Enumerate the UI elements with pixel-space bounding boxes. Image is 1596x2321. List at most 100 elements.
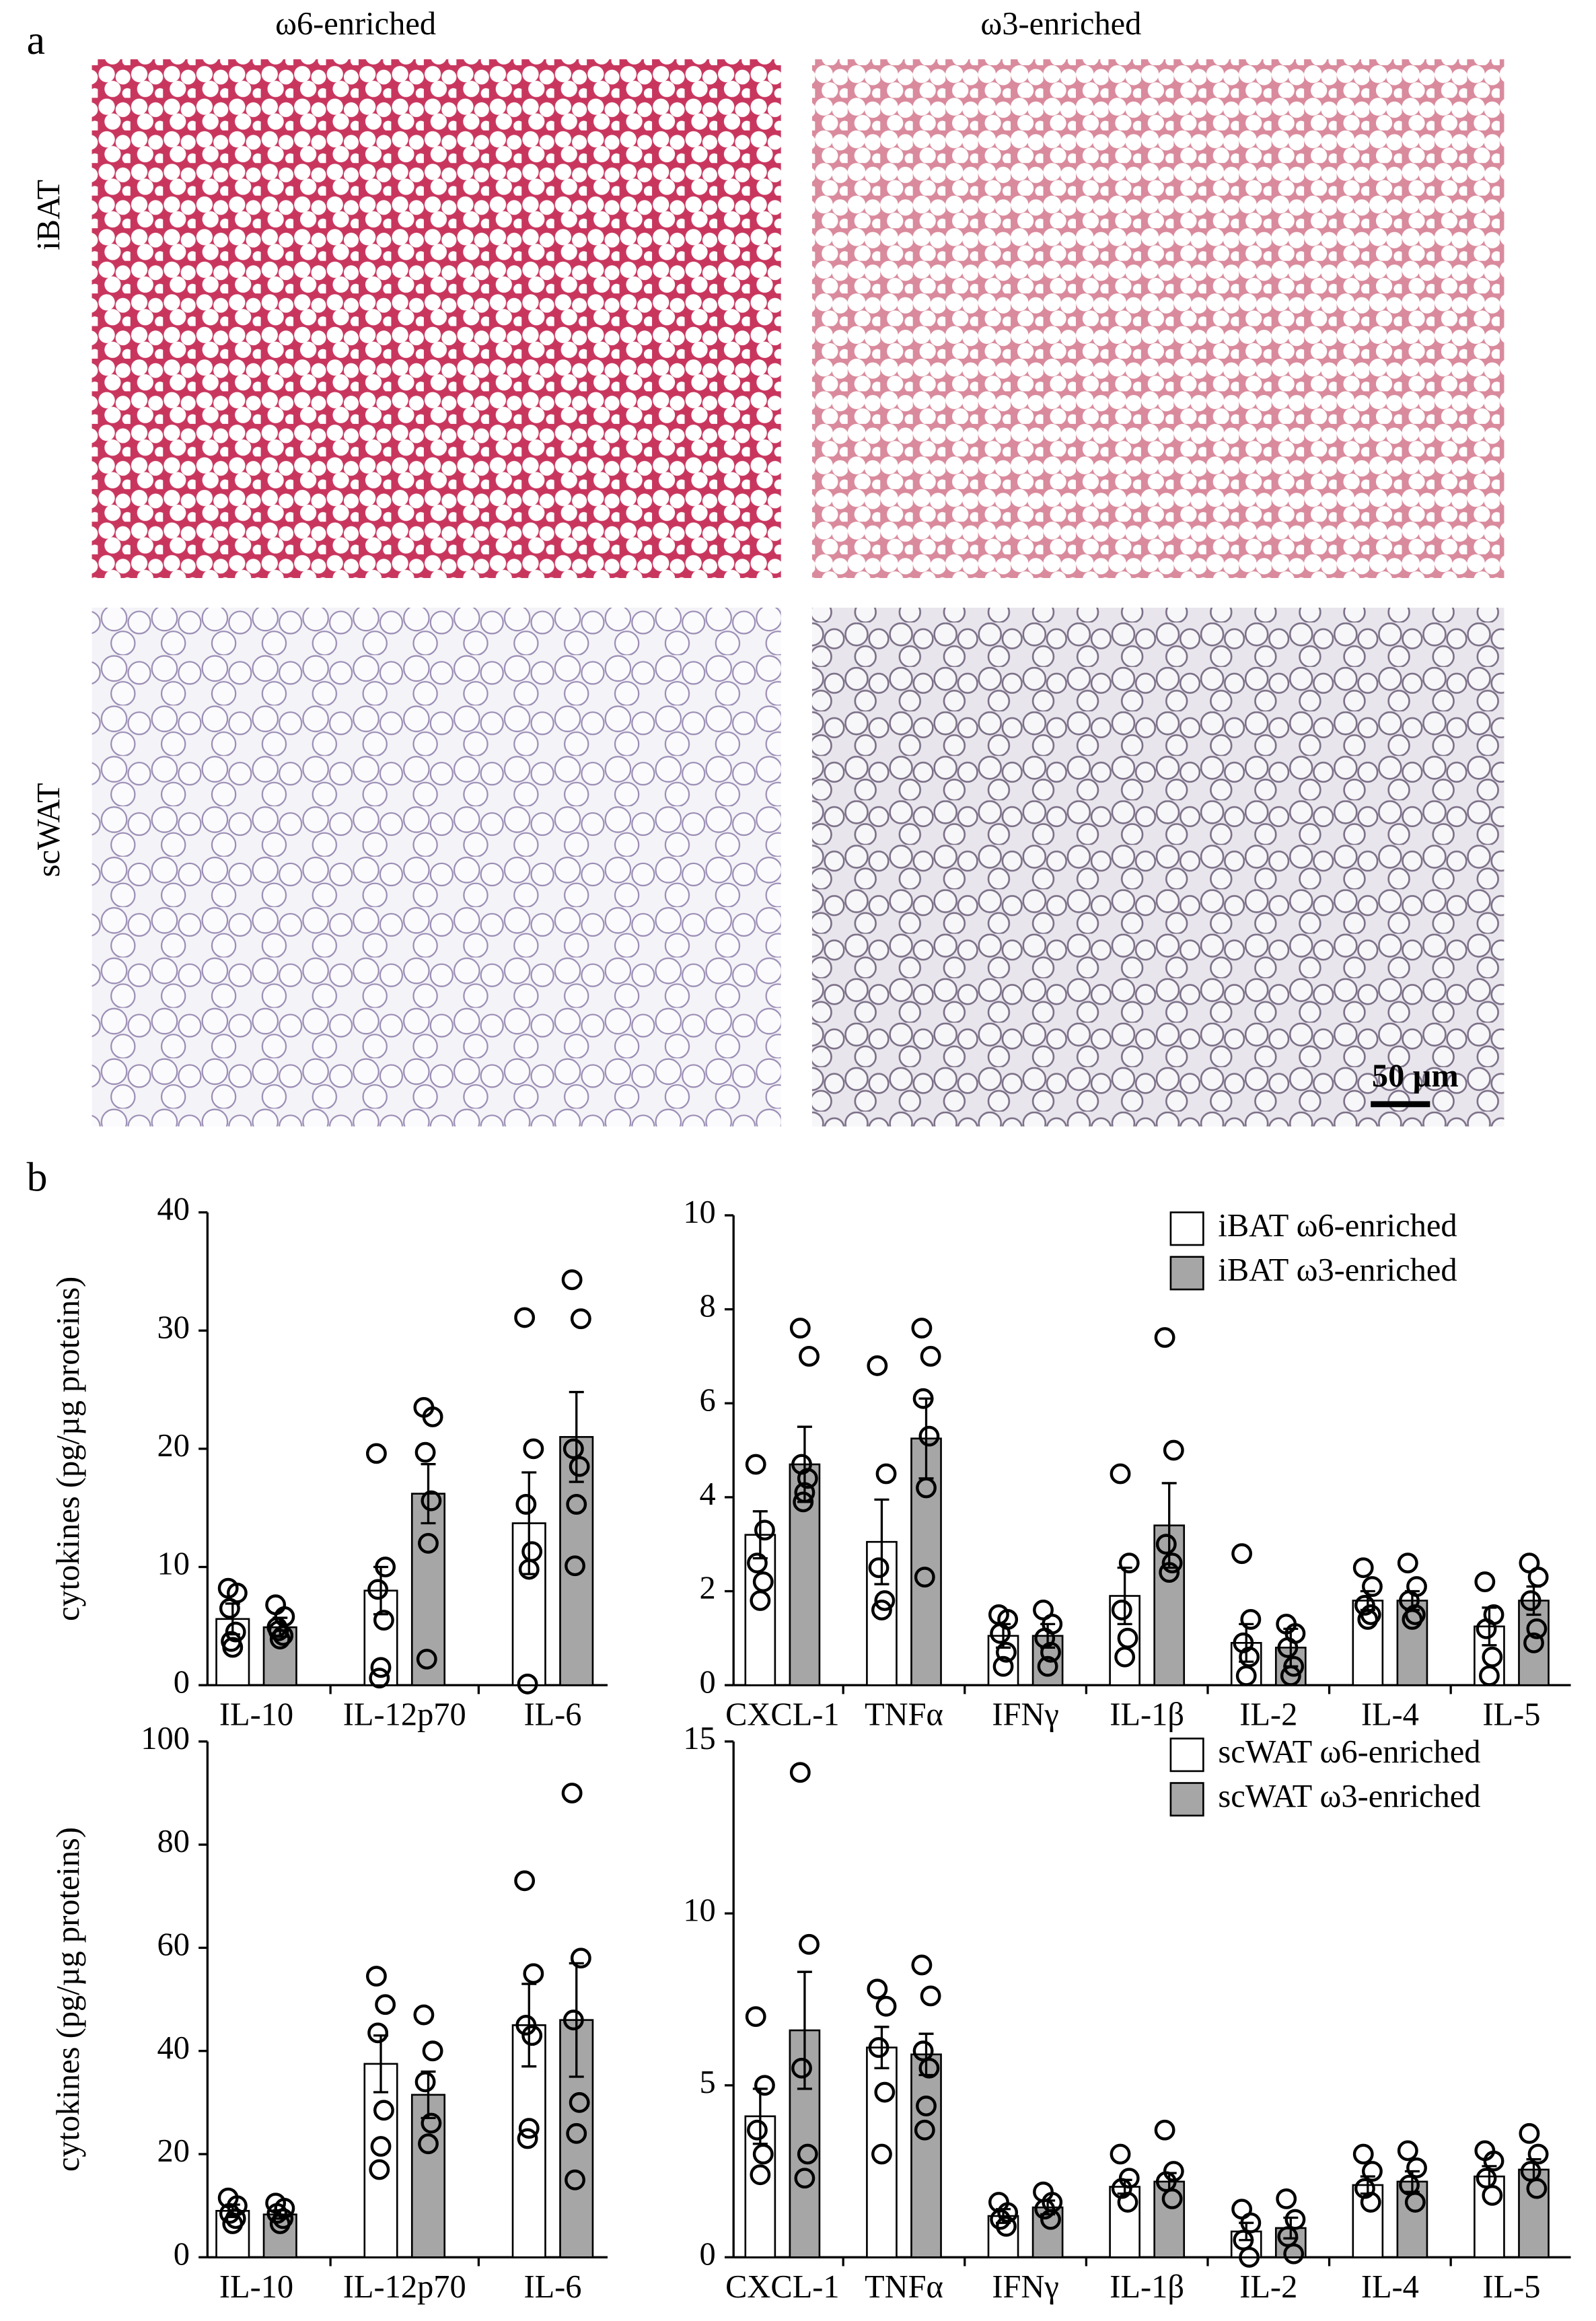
x-tick-label: IL-6 — [523, 1697, 581, 1733]
x-tick-label: IL-4 — [1361, 2269, 1419, 2305]
data-point — [225, 1621, 246, 1643]
y-axis-label: cytokines (pg/µg proteins) — [50, 1827, 86, 2172]
scale-label: 50 µm — [1372, 1058, 1459, 1094]
data-point — [1352, 1557, 1374, 1579]
y-tick-label: 10 — [683, 1892, 715, 1928]
data-point — [517, 1673, 538, 1694]
legend-swatch — [1169, 1782, 1204, 1817]
y-tick-label: 10 — [683, 1194, 715, 1230]
data-point — [789, 1762, 811, 1783]
data-point — [1110, 2143, 1131, 2165]
legend-label: scWAT ω6-enriched — [1218, 1734, 1480, 1770]
data-point — [1476, 1618, 1497, 1639]
data-point — [219, 2203, 240, 2224]
data-point — [1154, 2119, 1175, 2141]
data-point — [1240, 2212, 1262, 2234]
data-point — [745, 1454, 766, 1475]
y-tick-label: 80 — [157, 1824, 189, 1859]
data-point — [996, 2215, 1017, 2237]
bar — [866, 2046, 898, 2258]
x-tick-label: CXCL-1 — [725, 2269, 840, 2305]
data-point — [265, 1594, 287, 1616]
data-point — [269, 1629, 291, 1650]
data-point — [918, 1425, 940, 1447]
data-point — [422, 1406, 443, 1427]
data-point — [916, 1477, 937, 1499]
data-point — [1360, 2192, 1381, 2213]
data-point — [867, 1355, 888, 1376]
micrograph — [92, 59, 781, 578]
x-tick-label: IL-4 — [1361, 1697, 1419, 1733]
data-point — [750, 1590, 771, 1611]
row-label: iBAT — [31, 180, 67, 250]
data-point — [565, 2169, 585, 2190]
data-point — [416, 1649, 437, 1670]
data-point — [871, 2143, 892, 2165]
data-point — [1520, 1590, 1541, 1611]
data-point — [1277, 1637, 1299, 1658]
legend-swatch — [1169, 1256, 1204, 1291]
y-tick-label: 20 — [157, 2133, 189, 2169]
y-tick-label: 4 — [700, 1476, 716, 1512]
x-tick-label: IL-6 — [523, 2269, 581, 2305]
data-point — [871, 1600, 892, 1620]
data-point — [1404, 2192, 1426, 2213]
data-point — [911, 1318, 933, 1338]
data-point — [867, 1978, 888, 2000]
data-point — [1159, 1562, 1180, 1583]
data-point — [1526, 2178, 1548, 2199]
data-point — [375, 1557, 396, 1577]
data-point — [992, 1655, 1014, 1677]
row-label: scWAT — [31, 783, 67, 877]
data-point — [1527, 1567, 1549, 1587]
data-point — [793, 1491, 814, 1513]
data-point — [794, 1482, 815, 1503]
data-point — [515, 1494, 537, 1515]
data-point — [414, 2071, 436, 2093]
data-point — [570, 1308, 591, 1330]
data-point — [268, 1620, 289, 1641]
data-point — [1482, 2184, 1503, 2206]
data-point — [1161, 1552, 1183, 1574]
data-point — [570, 1948, 591, 1969]
data-point — [421, 1490, 442, 1511]
data-point — [745, 2006, 766, 2028]
data-point — [868, 1557, 890, 1579]
data-point — [1276, 2188, 1297, 2209]
data-point — [517, 2128, 538, 2149]
legend-label: iBAT ω3-enriched — [1218, 1252, 1457, 1288]
error-bar — [797, 1970, 812, 2090]
y-tick-label: 15 — [683, 1721, 715, 1756]
error-bar — [569, 1962, 584, 2078]
data-point — [569, 2092, 590, 2113]
data-point — [1406, 2157, 1427, 2178]
x-tick-label: TNFα — [865, 2269, 943, 2305]
data-point — [566, 1494, 587, 1515]
data-point — [791, 2057, 812, 2079]
data-point — [794, 2168, 815, 2189]
y-tick-label: 0 — [174, 1664, 190, 1700]
x-tick-label: IL-2 — [1239, 2269, 1297, 2305]
data-point — [754, 2075, 775, 2096]
y-tick-label: 2 — [700, 1571, 716, 1606]
data-point — [1117, 2192, 1138, 2213]
data-point — [367, 2022, 389, 2044]
data-point — [1040, 2209, 1061, 2230]
data-point — [219, 1598, 240, 1619]
data-point — [874, 2081, 896, 2103]
data-point — [916, 2096, 937, 2116]
x-tick-label: IFNγ — [992, 2269, 1058, 2305]
data-point — [752, 2143, 774, 2165]
legend-label: iBAT ω6-enriched — [1218, 1208, 1457, 1244]
data-point — [1118, 1552, 1140, 1574]
data-point — [1402, 1608, 1423, 1630]
data-point — [563, 1438, 584, 1460]
data-point — [1111, 1600, 1132, 1620]
data-point — [563, 2009, 584, 2031]
data-point — [1110, 1463, 1131, 1485]
data-point — [523, 1438, 544, 1460]
data-point — [1527, 2143, 1549, 2165]
x-tick-label: IL-5 — [1482, 1697, 1540, 1733]
data-point — [1240, 1608, 1262, 1630]
